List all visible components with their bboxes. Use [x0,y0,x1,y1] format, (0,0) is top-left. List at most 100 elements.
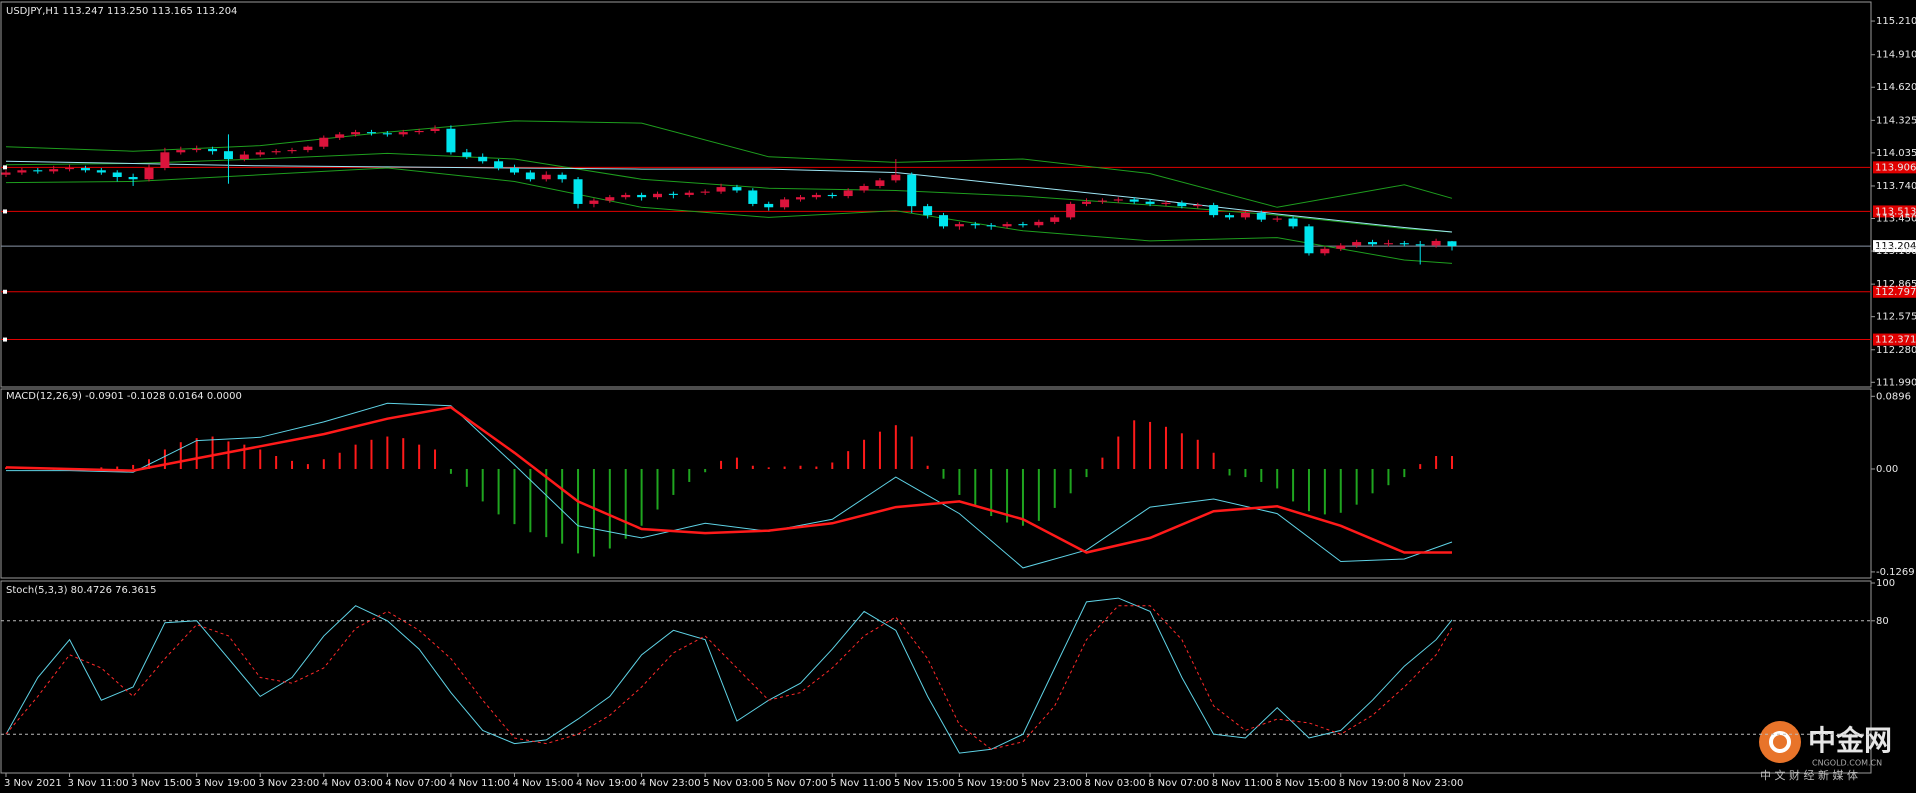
macd-line [5,405,1452,554]
candle-body [1304,226,1314,254]
candle-body [208,148,218,152]
x-tick-label: 4 Nov 23:00 [640,778,701,789]
indicator-line [5,160,1453,233]
y-tick-label: 112.280 [1876,345,1916,356]
candle-body [939,215,949,227]
candle-body [144,168,154,180]
candle-body [1447,241,1457,247]
candle-body [509,168,519,173]
candle-body [382,133,392,135]
candle-body [1050,217,1060,222]
candle-body [319,137,329,147]
candle-body [17,170,27,173]
candle-body [637,194,647,198]
x-tick-label: 4 Nov 15:00 [512,778,573,789]
level-marker [3,209,7,214]
candle-body [1082,201,1092,204]
y-tick-label: 114.910 [1876,50,1916,61]
candle-body [764,203,774,208]
candle-body [1066,203,1076,218]
x-tick-label: 5 Nov 15:00 [894,778,955,789]
level-label-bg [1873,285,1916,298]
candle-body [446,128,456,153]
x-tick-label: 3 Nov 23:00 [258,778,319,789]
candle-body [1352,242,1362,246]
stoch-line [5,597,1453,754]
candle-body [223,151,233,160]
y-tick-label: -0.1269 [1876,567,1915,578]
level-label-bg [1873,205,1916,218]
candle-body [65,168,75,170]
level-label-bg [1873,161,1916,174]
x-tick-label: 3 Nov 15:00 [131,778,192,789]
logo [1759,721,1801,763]
indicator-line [5,120,1453,208]
y-tick-label: 0.0896 [1876,391,1911,402]
pane-legend: MACD(12,26,9) -0.0901 -0.1028 0.0164 0.0… [6,391,242,402]
candle-body [700,191,710,193]
candle-body [780,199,790,208]
y-tick-label: 114.325 [1876,115,1916,126]
candle-body [827,194,837,197]
x-tick-label: 8 Nov 19:00 [1339,778,1400,789]
candle-body [1209,205,1219,216]
x-tick-label: 5 Nov 07:00 [767,778,828,789]
level-marker [3,289,7,294]
candle-body [1272,218,1282,220]
y-tick-label: 113.740 [1876,181,1916,192]
candle-body [1288,218,1298,227]
last-price-label-bg [1873,240,1916,253]
x-tick-label: 8 Nov 23:00 [1402,778,1463,789]
candle-body [1034,221,1044,226]
stoch-pane [0,580,1872,774]
candle-body [891,174,901,181]
candle-body [271,151,281,153]
x-tick-label: 5 Nov 23:00 [1021,778,1082,789]
candle-body [557,174,567,180]
candle-body [462,152,472,157]
candle-body [970,224,980,226]
candle-body [923,206,933,216]
candle-body [1,172,11,175]
candle-body [716,187,726,192]
candle-body [621,194,631,198]
candle-body [748,190,758,204]
candle-body [287,150,297,152]
x-tick-label: 8 Nov 15:00 [1275,778,1336,789]
candle-body [112,172,122,177]
candle-body [1193,205,1203,207]
candle-body [1177,202,1187,207]
slogan: 中 文 财 经 新 媒 体 [1760,768,1858,782]
x-tick-label: 3 Nov 19:00 [195,778,256,789]
candle-body [128,176,138,180]
candle-body [255,152,265,155]
candle-body [1113,199,1123,201]
y-tick-label: 80 [1876,616,1889,627]
candle-body [1256,212,1266,220]
stoch-line [5,605,1453,750]
candle-body [351,132,361,135]
candle-body [1415,244,1425,246]
candle-body [414,130,424,133]
y-tick-label: 112.575 [1876,312,1916,323]
candle-body [33,170,43,172]
candle-body [1018,224,1028,226]
candle-body [192,148,202,151]
candle-body [303,146,313,151]
brand: 中金网 [1808,724,1892,757]
candle-body [1368,242,1378,245]
candle-body [1097,200,1107,202]
candle-body [176,150,186,153]
candle-body [986,225,996,227]
candle-body [811,194,821,198]
candle-body [1320,248,1330,254]
macd-line [6,402,1453,569]
candle-body [541,174,551,180]
level-label-bg [1873,333,1916,346]
y-tick-label: 115.210 [1876,16,1916,27]
level-marker [3,337,7,342]
candle-body [398,132,408,135]
y-tick-label: 114.035 [1876,148,1916,159]
